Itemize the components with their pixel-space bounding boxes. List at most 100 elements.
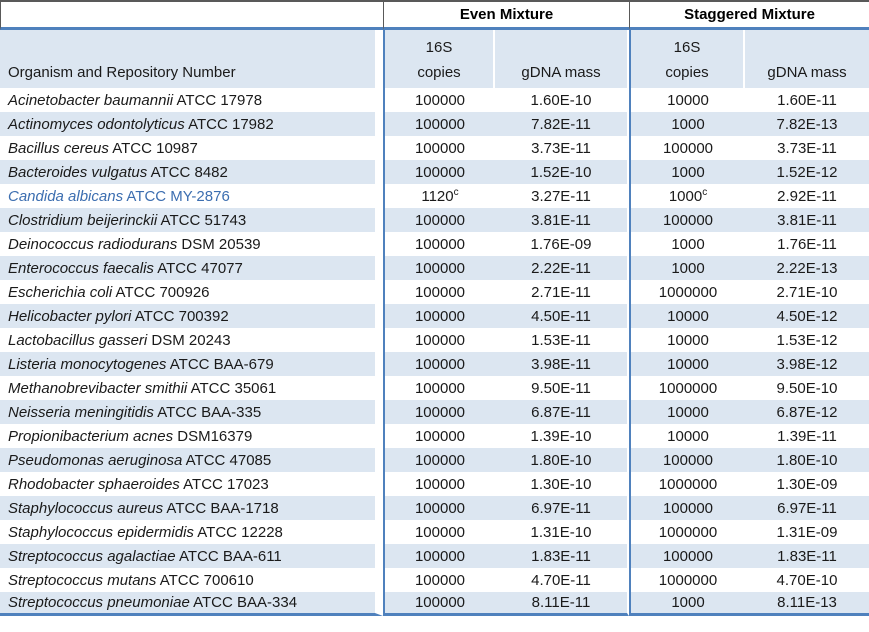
staggered-gdna-mass-cell: 1.60E-11 <box>745 88 869 112</box>
staggered-16s-copies-cell: 1000000 <box>629 376 745 400</box>
even-gdna-mass-cell: 1.83E-11 <box>495 544 629 568</box>
staggered-16s-copies-cell: 10000 <box>629 400 745 424</box>
even-gdna-mass-cell: 3.73E-11 <box>495 136 629 160</box>
repository-number: ATCC 8482 <box>147 163 228 181</box>
footnote-marker: c <box>453 186 459 198</box>
organism-name: Listeria monocytogenes <box>8 355 167 373</box>
even-16s-copies-cell: 1120c <box>383 184 495 208</box>
staggered-16s-copies-cell: 100000 <box>629 448 745 472</box>
organism-cell: Pseudomonas aeruginosa ATCC 47085 <box>0 448 383 472</box>
repository-number: ATCC 17982 <box>184 115 274 133</box>
staggered-16s-copies-cell: 1000000 <box>629 280 745 304</box>
staggered-16s-copies-cell: 1000 <box>629 256 745 280</box>
even-gdna-mass-cell: 2.71E-11 <box>495 280 629 304</box>
repository-number: ATCC 700610 <box>156 571 254 589</box>
even-gdna-mass-cell: 1.53E-11 <box>495 328 629 352</box>
repository-number: DSM 20243 <box>147 331 231 349</box>
repository-number: ATCC BAA-679 <box>166 355 274 373</box>
organism-name: Escherichia coli <box>8 283 113 301</box>
organism-name: Rhodobacter sphaeroides <box>8 475 180 493</box>
staggered-gdna-mass-cell: 1.76E-11 <box>745 232 869 256</box>
organism-cell: Staphylococcus aureus ATCC BAA-1718 <box>0 496 383 520</box>
organism-name: Methanobrevibacter smithii <box>8 379 188 397</box>
staggered-16s-copies-cell: 1000000 <box>629 520 745 544</box>
staggered-16s-copies-cell: 10000 <box>629 424 745 448</box>
organism-cell: Methanobrevibacter smithii ATCC 35061 <box>0 376 383 400</box>
staggered-gdna-mass-cell: 1.31E-09 <box>745 520 869 544</box>
even-gdna-mass-cell: 1.76E-09 <box>495 232 629 256</box>
organism-name: Bacteroides vulgatus <box>8 163 148 181</box>
even-gdna-mass-cell: 1.52E-10 <box>495 160 629 184</box>
organism-cell: Bacteroides vulgatus ATCC 8482 <box>0 160 383 184</box>
even-16s-copies-cell: 100000 <box>383 232 495 256</box>
copies-header-line1: 16S <box>673 39 701 56</box>
organism-cell: Streptococcus agalactiae ATCC BAA-611 <box>0 544 383 568</box>
group-header-row: Even Mixture Staggered Mixture <box>0 0 869 30</box>
repository-number: ATCC 47085 <box>182 451 272 469</box>
organism-name: Streptococcus pneumoniae <box>8 594 190 611</box>
organism-name: Bacillus cereus <box>8 139 109 157</box>
organism-cell: Neisseria meningitidis ATCC BAA-335 <box>0 400 383 424</box>
even-16s-copies-cell: 100000 <box>383 544 495 568</box>
organism-name: Candida albicans <box>8 187 124 205</box>
organism-name: Staphylococcus epidermidis <box>8 523 194 541</box>
staggered-gdna-mass-cell: 1.80E-10 <box>745 448 869 472</box>
staggered-16s-copies-cell: 10000 <box>629 328 745 352</box>
organism-cell: Escherichia coli ATCC 700926 <box>0 280 383 304</box>
table-row: Bacillus cereus ATCC 10987 100000 3.73E-… <box>0 136 869 160</box>
staggered-16s-copies-cell: 100000 <box>629 544 745 568</box>
repository-number: ATCC BAA-334 <box>189 594 298 611</box>
even-16s-copies-cell: 100000 <box>383 400 495 424</box>
even-16s-copies-cell: 100000 <box>383 424 495 448</box>
staggered-gdna-mass-column-header: gDNA mass <box>745 30 869 88</box>
corner-cell <box>0 0 383 30</box>
even-gdna-mass-cell: 3.81E-11 <box>495 208 629 232</box>
staggered-gdna-mass-cell: 6.87E-12 <box>745 400 869 424</box>
organism-cell: Clostridium beijerinckii ATCC 51743 <box>0 208 383 232</box>
staggered-gdna-mass-cell: 1.30E-09 <box>745 472 869 496</box>
organism-cell: Lactobacillus gasseri DSM 20243 <box>0 328 383 352</box>
organism-cell: Listeria monocytogenes ATCC BAA-679 <box>0 352 383 376</box>
even-16s-copies-cell: 100000 <box>383 136 495 160</box>
table-row: Lactobacillus gasseri DSM 20243 100000 1… <box>0 328 869 352</box>
table-body: Acinetobacter baumannii ATCC 17978 10000… <box>0 88 869 616</box>
organism-cell: Staphylococcus epidermidis ATCC 12228 <box>0 520 383 544</box>
staggered-gdna-mass-cell: 4.50E-12 <box>745 304 869 328</box>
even-16s-copies-cell: 100000 <box>383 208 495 232</box>
repository-number: ATCC 17978 <box>173 91 263 109</box>
organism-name: Streptococcus agalactiae <box>8 547 176 565</box>
footnote-marker: c <box>702 186 708 198</box>
organism-cell: Candida albicans ATCC MY-2876 <box>0 184 383 208</box>
even-gdna-mass-cell: 4.50E-11 <box>495 304 629 328</box>
even-mixture-group-header: Even Mixture <box>383 0 629 30</box>
repository-number: ATCC 47077 <box>153 259 243 277</box>
staggered-16s-copies-cell: 100000 <box>629 208 745 232</box>
staggered-16s-copies-column-header: 16S copies <box>629 30 745 88</box>
staggered-gdna-mass-cell: 2.22E-13 <box>745 256 869 280</box>
organism-cell: Enterococcus faecalis ATCC 47077 <box>0 256 383 280</box>
organism-cell: Streptococcus mutans ATCC 700610 <box>0 568 383 592</box>
staggered-gdna-mass-cell: 2.92E-11 <box>745 184 869 208</box>
organism-name: Helicobacter pylori <box>8 307 132 325</box>
repository-number: ATCC BAA-611 <box>175 547 282 565</box>
even-16s-copies-cell: 100000 <box>383 376 495 400</box>
even-gdna-mass-cell: 1.30E-10 <box>495 472 629 496</box>
even-16s-copies-cell: 100000 <box>383 328 495 352</box>
organism-cell: Streptococcus pneumoniae ATCC BAA-334 <box>0 592 383 616</box>
repository-number: ATCC 35061 <box>187 379 277 397</box>
even-16s-copies-cell: 100000 <box>383 592 495 616</box>
table-row: Deinococcus radiodurans DSM 20539 100000… <box>0 232 869 256</box>
copies-header-line1: 16S <box>425 39 453 56</box>
even-16s-copies-cell: 100000 <box>383 88 495 112</box>
sub-header-row: Organism and Repository Number 16S copie… <box>0 30 869 88</box>
repository-number: ATCC 51743 <box>157 211 247 229</box>
repository-number: DSM16379 <box>173 427 253 445</box>
table-row: Listeria monocytogenes ATCC BAA-679 1000… <box>0 352 869 376</box>
organism-name: Propionibacterium acnes <box>8 427 174 445</box>
staggered-16s-copies-cell: 1000 <box>629 112 745 136</box>
organism-name: Actinomyces odontolyticus <box>8 115 185 133</box>
organism-column-header: Organism and Repository Number <box>0 30 383 88</box>
table-row: Helicobacter pylori ATCC 700392 100000 4… <box>0 304 869 328</box>
organism-name: Staphylococcus aureus <box>8 499 164 517</box>
organism-cell: Acinetobacter baumannii ATCC 17978 <box>0 88 383 112</box>
